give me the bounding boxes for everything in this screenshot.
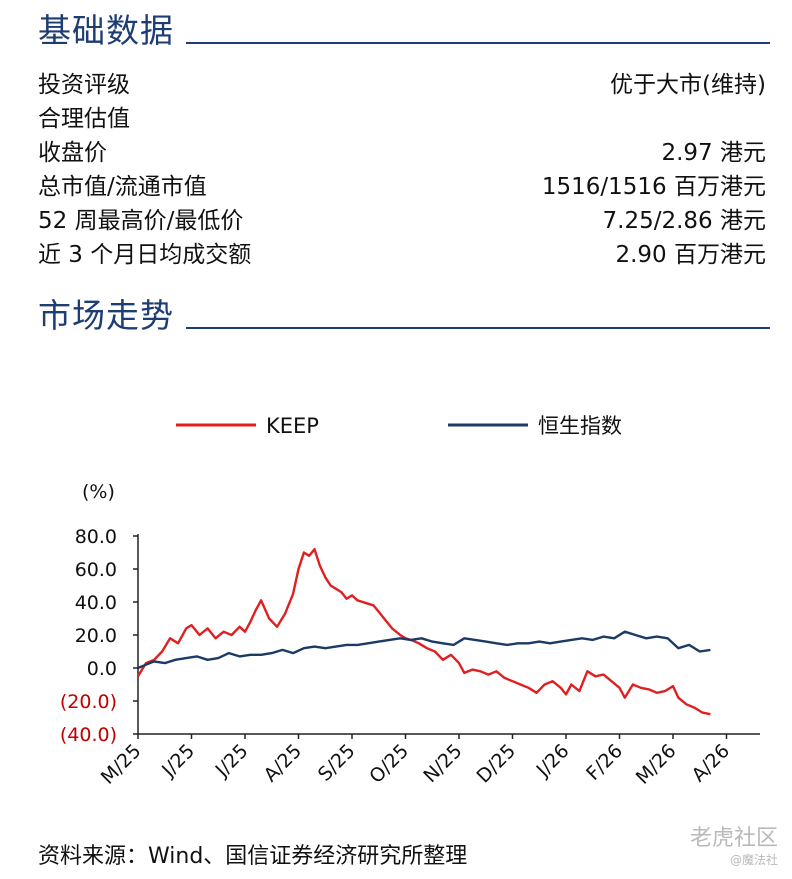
value-rating: 优于大市(维持) <box>610 72 766 98</box>
x-tick-label-9: F/26 <box>582 740 627 785</box>
row-market-cap: 总市值/流通市值 1516/1516 百万港元 <box>38 168 766 200</box>
y-tick-label-6: (40.0) <box>60 724 117 746</box>
x-tick-label-4: S/25 <box>314 740 360 786</box>
source-note: 资料来源：Wind、国信证券经济研究所整理 <box>38 844 468 869</box>
label-52w-range: 52 周最高价/最低价 <box>38 208 244 234</box>
x-tick-label-1: J/25 <box>157 740 199 782</box>
watermark-primary: 老虎社区 <box>689 826 778 851</box>
row-valuation: 合理估值 <box>38 100 766 132</box>
x-tick-label-7: D/25 <box>473 740 521 788</box>
label-market-cap: 总市值/流通市值 <box>38 174 207 200</box>
market-trend-title: 市场走势 <box>38 296 174 335</box>
y-tick-label-1: 60.0 <box>75 559 117 581</box>
x-tick-label-2: J/25 <box>211 740 253 782</box>
x-tick-label-3: A/25 <box>260 740 306 786</box>
x-tick-label-0: M/25 <box>97 740 146 789</box>
y-tick-label-3: 20.0 <box>75 625 117 647</box>
price-chart: KEEP 恒生指数 (%) 80.0 60.0 40.0 20.0 0.0 (20.0) (40.… <box>60 414 760 789</box>
y-tick-label-2: 40.0 <box>75 592 117 614</box>
row-close-price: 收盘价 2.97 港元 <box>38 134 766 166</box>
x-tick-label-11: A/26 <box>688 740 734 786</box>
x-tick-label-6: N/25 <box>419 740 466 787</box>
legend-label-1: 恒生指数 <box>538 414 622 438</box>
x-tick-label-8: J/26 <box>532 740 574 782</box>
series-line-keep <box>136 547 711 716</box>
value-avg-turnover: 2.90 百万港元 <box>615 242 766 268</box>
value-close-price: 2.97 港元 <box>661 140 766 166</box>
x-tick-label-10: M/26 <box>632 740 681 789</box>
watermark-secondary: @魔法社 <box>729 853 778 867</box>
legend-label-0: KEEP <box>266 414 319 438</box>
value-52w-range: 7.25/2.86 港元 <box>602 208 766 234</box>
basic-data-rule <box>186 42 770 44</box>
y-tick-label-5: (20.0) <box>60 691 117 713</box>
row-avg-turnover: 近 3 个月日均成交额 2.90 百万港元 <box>38 236 766 268</box>
y-axis-label: (%) <box>82 481 115 503</box>
y-tick-label-4: 0.0 <box>87 658 117 680</box>
basic-data-title: 基础数据 <box>38 11 174 50</box>
row-rating: 投资评级 优于大市(维持) <box>38 66 766 98</box>
series-line-hsi <box>137 630 711 670</box>
label-avg-turnover: 近 3 个月日均成交额 <box>38 242 252 268</box>
label-close-price: 收盘价 <box>38 140 107 166</box>
label-rating: 投资评级 <box>38 72 130 98</box>
x-tick-label-5: O/25 <box>365 740 413 788</box>
y-tick-label-0: 80.0 <box>75 526 117 548</box>
value-market-cap: 1516/1516 百万港元 <box>541 174 766 200</box>
row-52w-range: 52 周最高价/最低价 7.25/2.86 港元 <box>38 202 766 234</box>
label-valuation: 合理估值 <box>38 106 130 132</box>
market-trend-rule <box>186 327 770 329</box>
